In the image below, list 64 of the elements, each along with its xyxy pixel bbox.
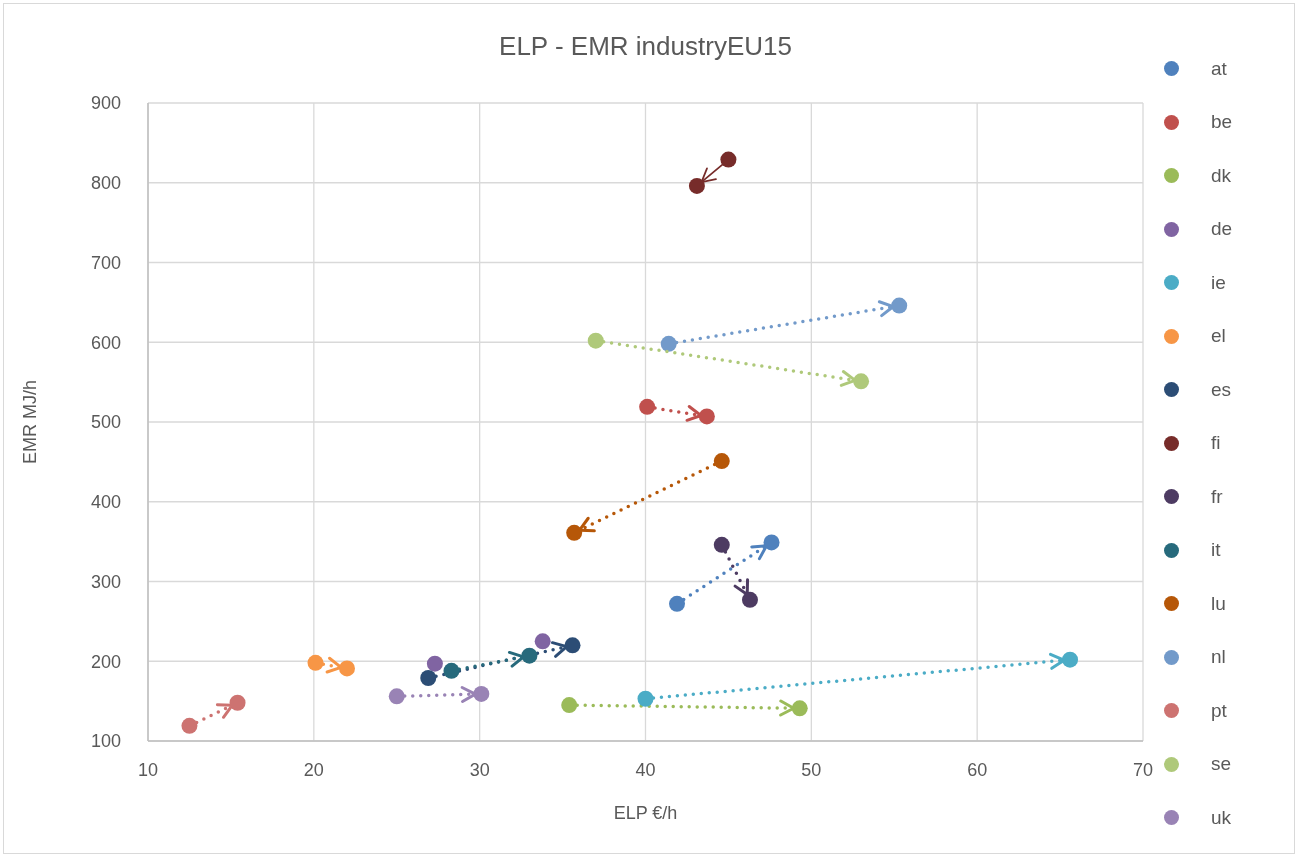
point [426,655,443,672]
point [853,373,870,390]
point [763,534,780,551]
x-tick-label: 40 [635,759,656,780]
point [720,151,737,168]
legend-label: se [1211,753,1232,776]
y-tick-label: 700 [90,252,121,273]
legend-label: fr [1211,485,1223,508]
point [388,688,405,705]
x-tick-label: 10 [137,759,159,780]
point [443,662,460,679]
y-axis-title: EMR MJ/h [20,379,40,465]
legend-label: dk [1211,164,1232,187]
legend-label: nl [1211,646,1226,669]
point [891,297,908,314]
y-tick-label: 800 [90,173,121,194]
legend-label: de [1211,218,1233,241]
point [688,177,705,194]
point [741,591,758,608]
x-tick-label: 20 [303,759,324,780]
point [637,690,654,707]
x-tick-label: 70 [1132,759,1154,780]
point [660,335,677,352]
point [339,660,355,677]
legend-label: at [1211,57,1227,80]
point [534,633,551,650]
legend-label: uk [1211,806,1232,829]
y-tick-label: 100 [90,731,121,752]
point [181,717,198,734]
y-tick-label: 600 [90,332,121,353]
chart-title: ELP - EMR industryEU15 [498,30,793,62]
point [521,647,538,664]
legend-label: es [1211,378,1232,401]
point [639,398,656,415]
y-tick-label: 200 [90,651,121,672]
y-tick-label: 900 [90,93,121,114]
point [420,670,437,686]
point [1062,651,1079,668]
point [561,697,578,714]
point [229,694,246,711]
point [473,685,490,702]
legend-label: fi [1211,432,1221,455]
legend-label: ie [1211,271,1226,294]
point [713,453,730,470]
legend-label: it [1211,539,1221,562]
y-tick-label: 400 [90,492,121,513]
point [566,524,583,541]
point [791,700,808,717]
legend-label: pt [1211,699,1227,722]
x-tick-label: 30 [469,759,490,780]
legend-label: lu [1211,592,1226,615]
point [564,637,581,654]
point [669,595,686,612]
y-tick-label: 500 [90,412,121,433]
legend-label: el [1211,325,1226,348]
point [698,408,715,425]
x-tick-label: 50 [801,759,822,780]
point [713,536,730,553]
x-tick-label: 60 [967,759,988,780]
point [307,654,324,671]
x-axis-title: ELP €/h [613,803,678,823]
point [587,332,604,349]
y-tick-label: 300 [90,571,121,592]
legend-label: be [1211,111,1233,134]
